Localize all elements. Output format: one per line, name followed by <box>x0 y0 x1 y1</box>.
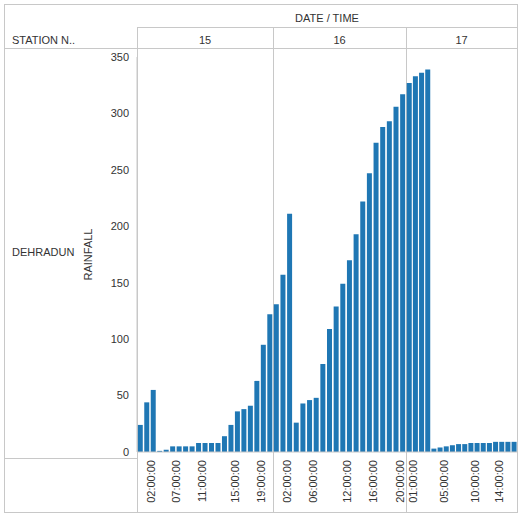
svg-text:05:00:00: 05:00:00 <box>438 460 450 503</box>
svg-text:20:00:00: 20:00:00 <box>394 460 406 503</box>
svg-text:11:00:00: 11:00:00 <box>196 460 208 502</box>
svg-text:350: 350 <box>111 51 129 63</box>
svg-text:250: 250 <box>111 164 129 176</box>
html-text:16: 16 <box>333 34 346 46</box>
svg-text:07:00:00: 07:00:00 <box>170 460 182 503</box>
svg-text:16:00:00: 16:00:00 <box>367 460 379 503</box>
svg-text:01:00:00: 01:00:00 <box>407 460 419 503</box>
svg-text:12:00:00: 12:00:00 <box>341 460 353 503</box>
svg-text:02:00:00: 02:00:00 <box>145 460 157 503</box>
svg-text:200: 200 <box>111 220 129 232</box>
html-text:DATE / TIME: DATE / TIME <box>295 12 359 24</box>
svg-text:19:00:00: 19:00:00 <box>255 460 267 503</box>
svg-text:10:00:00: 10:00:00 <box>469 460 481 503</box>
html-text:17: 17 <box>455 34 468 46</box>
svg-text:02:00:00: 02:00:00 <box>281 460 293 503</box>
svg-text:0: 0 <box>123 446 129 458</box>
svg-text:150: 150 <box>111 277 129 289</box>
svg-text:15:00:00: 15:00:00 <box>229 460 241 503</box>
svg-text:14:00:00: 14:00:00 <box>493 460 505 503</box>
html-text:DEHRADUN: DEHRADUN <box>12 246 75 258</box>
svg-text:100: 100 <box>111 333 129 345</box>
html-text:15: 15 <box>198 34 212 46</box>
svg-text:50: 50 <box>117 389 129 401</box>
svg-text:RAINFALL: RAINFALL <box>82 229 94 281</box>
svg-text:300: 300 <box>111 107 129 119</box>
svg-text:06:00:00: 06:00:00 <box>307 460 319 503</box>
html-text:STATION N..: STATION N.. <box>12 34 76 46</box>
